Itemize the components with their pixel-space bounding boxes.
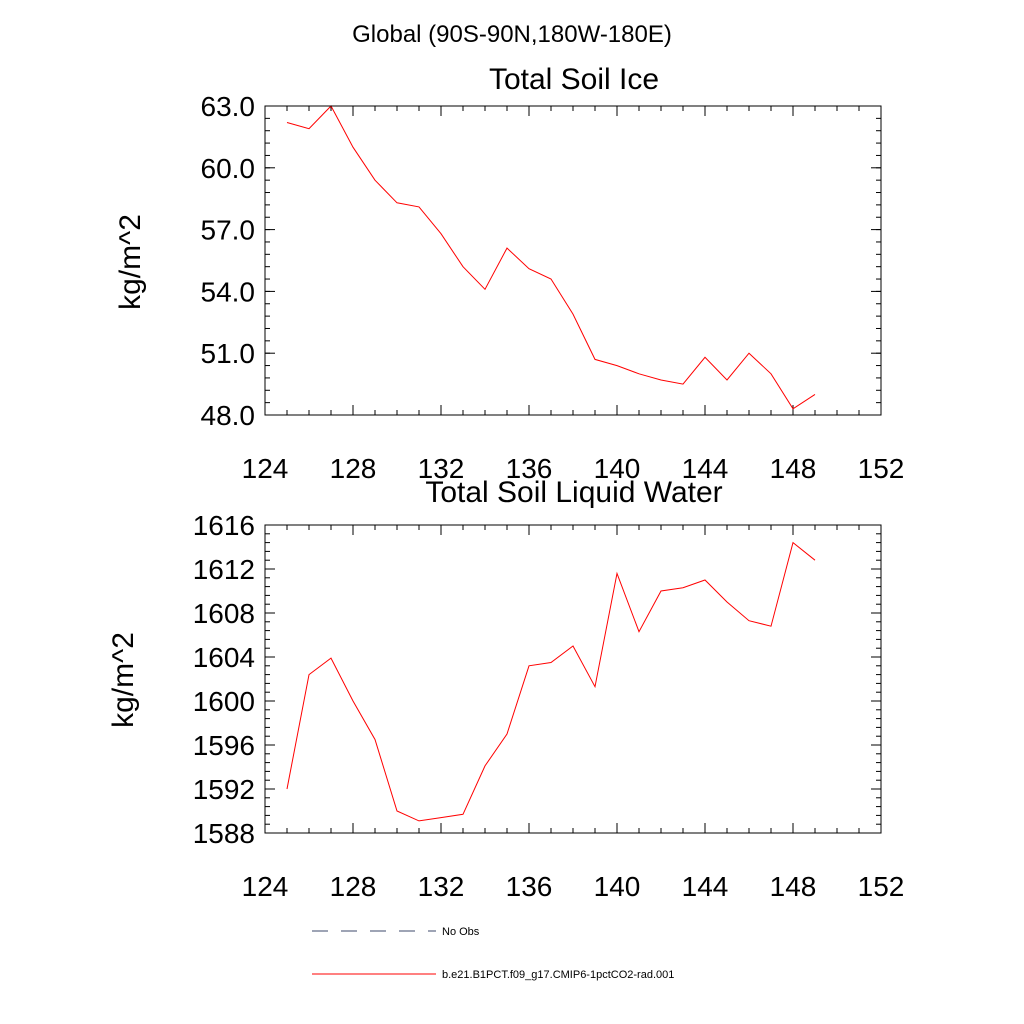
y-tick-label: 1604	[193, 642, 255, 673]
axis-tick-labels: 124 128 132 136 140 144 148 152 1588 1592 1596 1600…	[193, 510, 905, 902]
x-tick-label: 128	[330, 871, 377, 902]
y-tick-label: 1608	[193, 598, 255, 629]
figure-suptitle: Global (90S-90N,180W-180E)	[352, 21, 672, 48]
legend-entry-no-obs: No Obs	[312, 926, 480, 938]
chart-title: Total Soil Ice	[489, 63, 659, 96]
y-tick-label: 1616	[193, 510, 255, 541]
x-tick-label: 124	[242, 453, 289, 484]
y-tick-label: 1612	[193, 554, 255, 585]
x-tick-label: 152	[858, 871, 905, 902]
y-tick-label: 1588	[193, 818, 255, 849]
x-tick-label: 132	[418, 453, 465, 484]
x-tick-label: 148	[770, 453, 817, 484]
chart-title: Total Soil Liquid Water	[425, 476, 722, 509]
y-tick-label: 1600	[193, 686, 255, 717]
x-tick-label: 140	[594, 453, 641, 484]
legend: No Obs b.e21.B1PCT.f09_g17.CMIP6-1pctCO2…	[312, 926, 674, 981]
axis-ticks	[264, 105, 882, 416]
x-tick-label: 152	[858, 453, 905, 484]
x-tick-label: 136	[506, 453, 553, 484]
y-tick-label: 57.0	[201, 215, 256, 246]
plot-series	[286, 541, 816, 822]
legend-label: No Obs	[442, 926, 480, 938]
x-tick-label: 144	[682, 871, 729, 902]
y-tick-label: 1596	[193, 730, 255, 761]
series-line	[286, 105, 816, 410]
axis-tick-labels: 124 128 132 136 140 144 148 152 48.0 51.0 54.0 57.0…	[201, 91, 905, 484]
chart-panel-total-soil-liquid-water: Total Soil Liquid Water kg/m^2 124 128 132…	[107, 476, 904, 902]
y-tick-label: 60.0	[201, 153, 256, 184]
y-tick-label: 51.0	[201, 338, 256, 369]
x-tick-label: 144	[682, 453, 729, 484]
y-tick-label: 48.0	[201, 400, 256, 431]
x-tick-label: 124	[242, 871, 289, 902]
legend-label: b.e21.B1PCT.f09_g17.CMIP6-1pctCO2-rad.00…	[442, 969, 674, 981]
plot-frame	[264, 105, 882, 416]
y-tick-label: 1592	[193, 774, 255, 805]
axis-ticks	[264, 524, 882, 834]
y-axis-label: kg/m^2	[114, 214, 147, 310]
x-tick-label: 148	[770, 871, 817, 902]
y-tick-label: 63.0	[201, 91, 256, 122]
x-tick-label: 136	[506, 871, 553, 902]
y-tick-label: 54.0	[201, 276, 256, 307]
plot-frame	[264, 524, 882, 834]
x-tick-label: 128	[330, 453, 377, 484]
series-line	[286, 541, 816, 822]
chart-panel-total-soil-ice: Total Soil Ice kg/m^2 124 128 132 136 140 144…	[114, 63, 904, 484]
x-tick-label: 140	[594, 871, 641, 902]
legend-entry-model-run: b.e21.B1PCT.f09_g17.CMIP6-1pctCO2-rad.00…	[312, 969, 674, 981]
x-tick-label: 132	[418, 871, 465, 902]
y-axis-label: kg/m^2	[107, 632, 140, 728]
plot-series	[286, 105, 816, 410]
